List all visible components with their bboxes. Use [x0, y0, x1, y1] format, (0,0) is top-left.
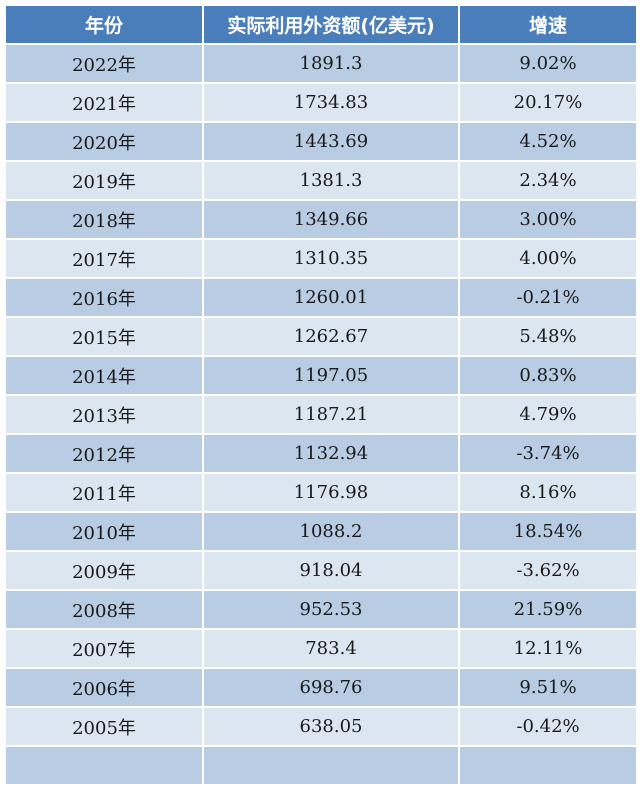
header-investment: 实际利用外资额(亿美元) [202, 4, 460, 45]
cell-investment: 918.04 [202, 550, 460, 591]
cell-year: 2006年 [4, 667, 204, 708]
cell-growth: 4.52% [458, 121, 638, 162]
cell-growth: -3.74% [458, 433, 638, 474]
table-row: 2005年 638.05 -0.42% [4, 706, 638, 747]
cell-investment: 1176.98 [202, 472, 460, 513]
table-header: 年份 实际利用外资额(亿美元) 增速 [4, 4, 638, 45]
cell-investment: 1310.35 [202, 238, 460, 279]
cell-investment: 1381.3 [202, 160, 460, 201]
cell-growth: 3.00% [458, 199, 638, 240]
table-row: 2013年 1187.21 4.79% [4, 394, 638, 435]
cell-investment: 1088.2 [202, 511, 460, 552]
table-row: 2008年 952.53 21.59% [4, 589, 638, 630]
cell-investment: 1132.94 [202, 433, 460, 474]
cell-year: 2014年 [4, 355, 204, 396]
table-row: 2014年 1197.05 0.83% [4, 355, 638, 396]
cell-investment: 698.76 [202, 667, 460, 708]
cell-year: 2020年 [4, 121, 204, 162]
cell-year: 2017年 [4, 238, 204, 279]
table-row: 2018年 1349.66 3.00% [4, 199, 638, 240]
header-row: 年份 实际利用外资额(亿美元) 增速 [4, 4, 638, 45]
cell-year: 2012年 [4, 433, 204, 474]
table-row: 2017年 1310.35 4.00% [4, 238, 638, 279]
cell-investment: 1260.01 [202, 277, 460, 318]
cell-year: 2015年 [4, 316, 204, 357]
cell-year: 2021年 [4, 82, 204, 123]
table-body: 2022年 1891.3 9.02% 2021年 1734.83 20.17% 2020年 1… [4, 43, 638, 747]
cell-growth: 4.79% [458, 394, 638, 435]
table-row: 2009年 918.04 -3.62% [4, 550, 638, 591]
table-row: 2019年 1381.3 2.34% [4, 160, 638, 201]
cell-investment: 1349.66 [202, 199, 460, 240]
table-row-cutoff [4, 745, 638, 786]
cell-year: 2016年 [4, 277, 204, 318]
cell-growth: 12.11% [458, 628, 638, 669]
cell-growth: -3.62% [458, 550, 638, 591]
cell-growth: 9.51% [458, 667, 638, 708]
table-row: 2022年 1891.3 9.02% [4, 43, 638, 84]
cell-investment: 783.4 [202, 628, 460, 669]
table-partial-row [4, 745, 638, 786]
cell-growth: 20.17% [458, 82, 638, 123]
cell-year: 2008年 [4, 589, 204, 630]
table-row: 2015年 1262.67 5.48% [4, 316, 638, 357]
cell-investment: 1443.69 [202, 121, 460, 162]
cell-growth: -0.21% [458, 277, 638, 318]
cell-investment: 1891.3 [202, 43, 460, 84]
cell-investment: 638.05 [202, 706, 460, 747]
table-row: 2010年 1088.2 18.54% [4, 511, 638, 552]
cell-year: 2009年 [4, 550, 204, 591]
table-row: 2007年 783.4 12.11% [4, 628, 638, 669]
cell-growth: 2.34% [458, 160, 638, 201]
cell-growth: -0.42% [458, 706, 638, 747]
cell-year: 2007年 [4, 628, 204, 669]
cell-growth: 0.83% [458, 355, 638, 396]
foreign-investment-table: 年份 实际利用外资额(亿美元) 增速 2022年 1891.3 9.02% 2021年… [4, 4, 638, 786]
cell-investment: 1197.05 [202, 355, 460, 396]
cell-year: 2010年 [4, 511, 204, 552]
table-row: 2020年 1443.69 4.52% [4, 121, 638, 162]
cell-year: 2018年 [4, 199, 204, 240]
table-row: 2016年 1260.01 -0.21% [4, 277, 638, 318]
table-row: 2011年 1176.98 8.16% [4, 472, 638, 513]
cell-investment: 952.53 [202, 589, 460, 630]
cell-growth: 9.02% [458, 43, 638, 84]
table-row: 2012年 1132.94 -3.74% [4, 433, 638, 474]
cell-growth: 4.00% [458, 238, 638, 279]
cell-investment: 1187.21 [202, 394, 460, 435]
cell-year: 2005年 [4, 706, 204, 747]
cell-year: 2022年 [4, 43, 204, 84]
header-growth: 增速 [458, 4, 638, 45]
table-row: 2006年 698.76 9.51% [4, 667, 638, 708]
header-year: 年份 [4, 4, 204, 45]
cell-investment: 1734.83 [202, 82, 460, 123]
cell-year: 2019年 [4, 160, 204, 201]
table-row: 2021年 1734.83 20.17% [4, 82, 638, 123]
cell-year: 2011年 [4, 472, 204, 513]
cell-year: 2013年 [4, 394, 204, 435]
cell-growth: 18.54% [458, 511, 638, 552]
cell-growth: 21.59% [458, 589, 638, 630]
cell-growth: 8.16% [458, 472, 638, 513]
cell-growth: 5.48% [458, 316, 638, 357]
cell-investment: 1262.67 [202, 316, 460, 357]
